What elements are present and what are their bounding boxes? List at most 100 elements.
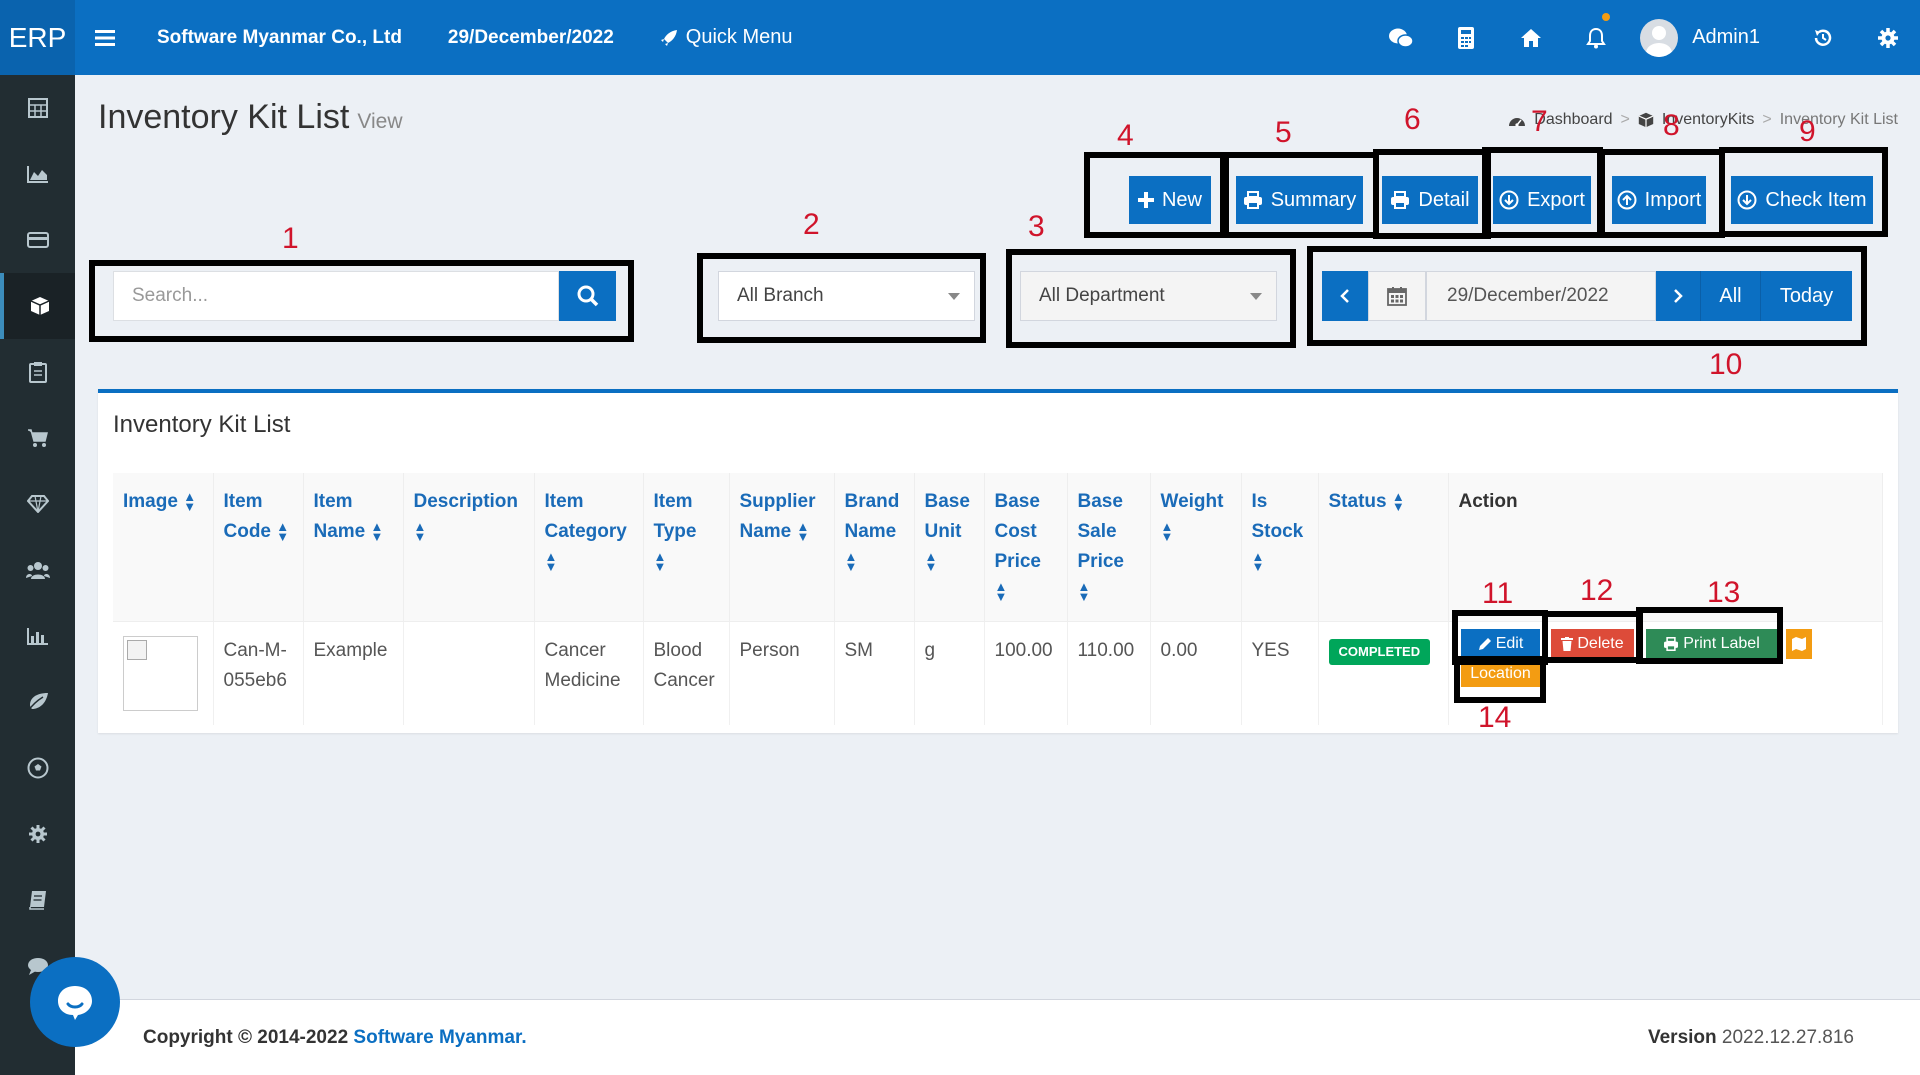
all-dates-button[interactable]: All [1700, 271, 1760, 321]
column-header-item-category[interactable]: Item Category ▲ ▼ [534, 473, 644, 622]
column-header-item-name[interactable]: Item Name ▲ ▼ [303, 473, 404, 622]
sort-icon: ▲ ▼ [370, 518, 384, 544]
sidebar-item-comment[interactable] [0, 933, 75, 999]
column-header-base-sale-price[interactable]: Base Sale Price ▲ ▼ [1067, 473, 1151, 622]
user-name: Admin1 [1692, 26, 1760, 48]
sidebar-item-analytics[interactable] [0, 603, 75, 669]
detail-button[interactable]: Detail [1382, 176, 1478, 224]
home-button[interactable] [1498, 0, 1563, 75]
check-item-button[interactable]: Check Item [1731, 176, 1873, 224]
print-icon [1243, 191, 1262, 209]
sidebar-item-diamond[interactable] [0, 471, 75, 537]
avatar [1640, 18, 1679, 57]
sidebar-item-cart[interactable] [0, 405, 75, 471]
wechat-button[interactable] [1368, 0, 1433, 75]
location-map-button[interactable] [1786, 629, 1812, 659]
search-icon [577, 285, 598, 307]
breadcrumb-dashboard[interactable]: Dashboard [1534, 111, 1613, 128]
branch-select[interactable]: All Branch [718, 271, 975, 321]
date-input-value: 29/December/2022 [1447, 285, 1609, 306]
column-header-image[interactable]: Image ▲ ▼ [113, 473, 214, 622]
annotation-number-8: 8 [1663, 109, 1680, 142]
cell-image [113, 621, 214, 725]
annotation-number-12: 12 [1580, 574, 1614, 607]
sidebar-item-soccer[interactable] [0, 735, 75, 801]
location-button[interactable]: Location [1461, 661, 1540, 687]
notifications-button[interactable] [1563, 0, 1628, 75]
table-header-row: Image ▲ ▼ Item Code ▲ ▼ Item Name ▲ ▼ Descrip… [113, 473, 1883, 622]
sort-icon: ▲ ▼ [924, 548, 938, 574]
wechat-icon [1388, 28, 1414, 48]
sidebar-item-clipboard[interactable] [0, 339, 75, 405]
footer-brand-link[interactable]: Software Myanmar. [353, 1026, 527, 1048]
quick-menu-button[interactable]: Quick Menu [660, 26, 792, 49]
new-button[interactable]: New [1129, 176, 1211, 224]
print-label-button[interactable]: Print Label [1646, 629, 1777, 659]
previous-date-button[interactable] [1322, 271, 1368, 321]
column-header-supplier-name[interactable]: Supplier Name ▲ ▼ [729, 473, 835, 622]
calendar-button[interactable] [1368, 271, 1426, 321]
sidebar-item-payments[interactable] [0, 207, 75, 273]
sidebar-item-book[interactable] [0, 867, 75, 933]
diamond-icon [26, 495, 49, 513]
search-input[interactable]: Search... [113, 271, 559, 321]
column-header-is-stock[interactable]: Is Stock ▲ ▼ [1241, 473, 1319, 622]
sidebar-item-reports[interactable] [0, 141, 75, 207]
date-input[interactable]: 29/December/2022 [1426, 271, 1656, 321]
chat-widget-button[interactable] [30, 957, 120, 1047]
sidebar [0, 75, 75, 1075]
top-header: ERP Software Myanmar Co., Ltd 29/Decembe… [0, 0, 1920, 75]
sidebar-item-inventory[interactable] [0, 273, 75, 339]
dashboard-icon [1509, 118, 1526, 127]
import-button[interactable]: Import [1612, 176, 1706, 224]
department-select[interactable]: All Department [1020, 271, 1277, 321]
cell-item-code: Can-M- 055eb6 [213, 621, 304, 725]
summary-button[interactable]: Summary [1236, 176, 1363, 224]
breadcrumb: Dashboard > InventoryKits > Inventory Ki… [1508, 111, 1898, 129]
chevron-left-icon [1340, 289, 1349, 303]
annotation-box-8 [1599, 149, 1725, 238]
plus-icon [1137, 192, 1154, 208]
sort-icon: ▲ ▼ [413, 518, 427, 544]
trash-icon [1561, 637, 1574, 651]
edit-button-label: Edit [1495, 635, 1524, 652]
sidebar-item-leaf[interactable] [0, 669, 75, 735]
annotation-number-4: 4 [1117, 119, 1134, 152]
annotation-number-10: 10 [1709, 348, 1743, 381]
settings-button[interactable] [1855, 0, 1920, 75]
menu-toggle-button[interactable] [75, 0, 135, 75]
soccer-ball-icon [27, 757, 48, 779]
column-header-status[interactable]: Status ▲ ▼ [1318, 473, 1449, 622]
column-header-description[interactable]: Description ▲ ▼ [403, 473, 535, 622]
delete-button[interactable]: Delete [1551, 629, 1634, 659]
annotation-number-14: 14 [1478, 701, 1512, 734]
cell-is-stock: YES [1241, 621, 1319, 725]
search-button[interactable] [559, 271, 616, 321]
sidebar-item-settings[interactable] [0, 801, 75, 867]
calculator-button[interactable] [1433, 0, 1498, 75]
today-button[interactable]: Today [1760, 271, 1852, 321]
column-header-base-cost-price[interactable]: Base Cost Price ▲ ▼ [984, 473, 1068, 622]
app-logo[interactable]: ERP [0, 0, 75, 75]
breadcrumb-inventorykits[interactable]: InventoryKits [1661, 111, 1755, 128]
branch-select-value: All Branch [737, 285, 824, 306]
sort-icon: ▲ ▼ [653, 548, 667, 574]
edit-button[interactable]: Edit [1461, 629, 1540, 659]
user-menu[interactable]: Admin1 [1628, 18, 1790, 57]
item-image [123, 636, 198, 711]
annotation-box-3 [1006, 249, 1296, 348]
history-button[interactable] [1790, 0, 1855, 75]
export-button[interactable]: Export [1493, 176, 1591, 224]
column-header-base-unit[interactable]: Base Unit ▲ ▼ [914, 473, 985, 622]
column-header-brand-name[interactable]: Brand Name ▲ ▼ [834, 473, 915, 622]
column-header-weight[interactable]: Weight ▲ ▼ [1150, 473, 1242, 622]
sidebar-item-users[interactable] [0, 537, 75, 603]
column-header-item-type[interactable]: Item Type ▲ ▼ [643, 473, 730, 622]
cell-brand-name: SM [834, 621, 915, 725]
summary-button-label: Summary [1270, 188, 1357, 211]
sort-icon: ▲ ▼ [183, 488, 197, 514]
next-date-button[interactable] [1656, 271, 1700, 321]
cog-icon [28, 825, 47, 843]
sidebar-item-calculator[interactable] [0, 75, 75, 141]
column-header-item-code[interactable]: Item Code ▲ ▼ [213, 473, 304, 622]
